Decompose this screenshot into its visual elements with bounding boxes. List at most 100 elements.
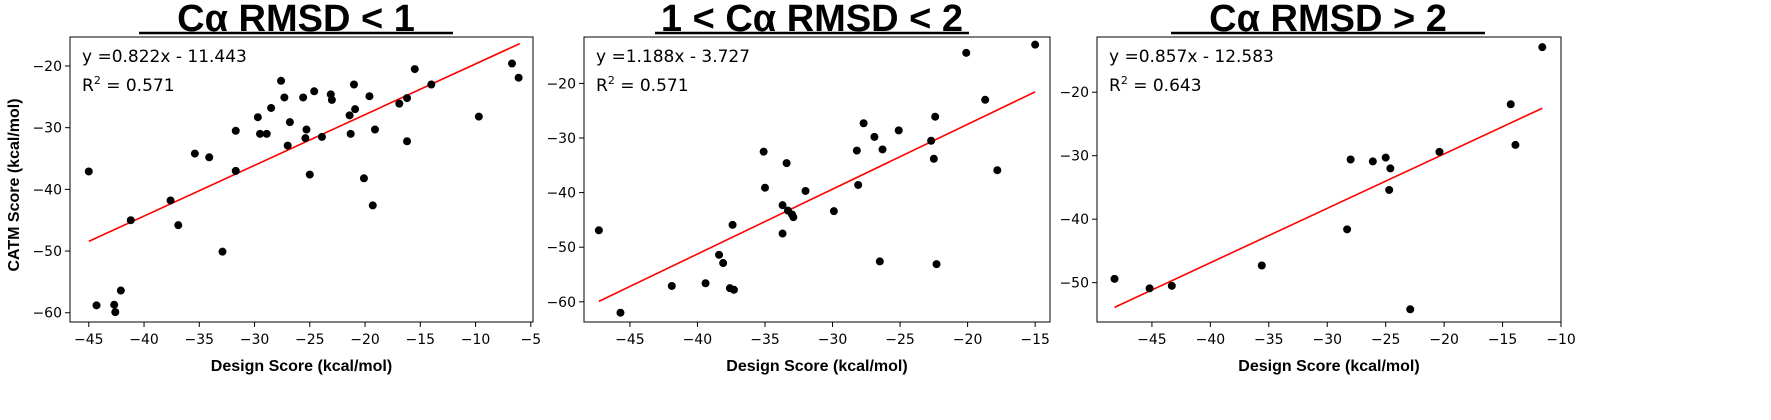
data-point [403,94,412,103]
data-point [728,220,737,229]
x-tick-label: −40 [1196,332,1226,348]
data-point [92,301,101,310]
x-tick-label: −30 [818,332,848,348]
data-point [894,126,903,135]
data-point [1257,261,1266,270]
data-point [166,196,175,205]
data-point [993,166,1002,175]
x-tick-label: −15 [406,332,436,348]
data-point [759,147,768,156]
fit-line [1114,107,1543,309]
data-point [84,167,93,176]
data-point [285,118,294,127]
regression-equation: y =0.822x - 11.443 [82,47,247,67]
r-squared-label: R [596,76,608,96]
data-point [1511,140,1520,149]
r-squared-value: = 0.643 [1128,76,1202,96]
y-tick-label: −30 [546,131,576,147]
data-point [346,129,355,138]
data-point [875,257,884,266]
y-tick-label: −50 [1059,276,1089,292]
x-tick-label: −20 [953,332,983,348]
x-tick-label: −40 [683,332,713,348]
y-tick-label: −20 [32,59,62,75]
y-tick-label: −40 [32,182,62,198]
data-point [277,76,286,85]
data-point [302,125,311,134]
data-point [859,119,868,128]
data-point [932,260,941,269]
r-squared: R2 = 0.571 [596,74,689,96]
data-point [370,125,379,134]
data-point [205,153,214,162]
data-point [111,308,120,317]
data-point [327,95,336,104]
data-point [305,170,314,179]
data-point [667,281,676,290]
data-point [368,201,377,210]
data-point [359,174,368,183]
data-point [1145,284,1154,293]
data-point [310,87,319,96]
x-tick-label: −20 [1429,332,1459,348]
plot-frame [583,36,1051,323]
y-tick-label: −50 [32,244,62,260]
data-point [729,285,738,294]
data-point [854,180,863,189]
data-point [218,247,227,256]
data-point [782,159,791,168]
data-point [231,126,240,135]
data-point [514,73,523,82]
data-point [395,99,404,108]
x-tick-label: −35 [750,332,780,348]
data-point [1031,40,1040,49]
data-point [1386,164,1395,173]
x-tick-label: −10 [1546,332,1576,348]
x-tick-label: −5 [520,332,541,348]
x-tick-label: −20 [350,332,380,348]
x-tick-label: −45 [74,332,104,348]
chart-panel-3: Cα RMSD > 2−45 −40 −35 −30 −25 −20 −15 −10−50−4… [1059,0,1575,375]
fit-line [88,42,521,243]
r-squared-label: R [82,76,94,96]
chart-panel-2: 1 < Cα RMSD < 2−45 −40 −35 −30 −25 −20 −15−60−… [546,0,1051,375]
r-squared-superscript: 2 [608,74,615,87]
data-point [365,92,374,101]
data-point [801,186,810,195]
data-point [403,137,412,146]
data-point [110,300,119,309]
data-point [262,129,271,138]
x-axis-label: Design Score (kcal/mol) [211,358,392,375]
data-point [878,145,887,154]
data-point [190,149,199,158]
x-tick-label: −25 [1371,332,1401,348]
data-point [126,216,135,225]
data-point [760,183,769,192]
data-point [410,65,419,74]
data-point [1343,225,1352,234]
data-point [280,93,289,102]
data-point [1435,147,1444,156]
x-tick-label: −40 [129,332,159,348]
data-point [283,141,292,150]
x-axis-label: Design Score (kcal/mol) [726,358,907,375]
plot-frame [1096,36,1562,323]
y-tick-label: −60 [546,295,576,311]
y-tick-label: −40 [546,186,576,202]
data-point [1167,281,1176,290]
data-point [256,129,265,138]
x-tick-label: −30 [240,332,270,348]
fit-line [598,91,1036,303]
data-point [427,80,436,89]
x-tick-label: −25 [295,332,325,348]
y-axis-label: CATM Score (kcal/mol) [6,98,23,271]
data-point [829,207,838,216]
data-point [299,93,308,102]
x-tick-label: −15 [1020,332,1050,348]
data-point [789,213,798,222]
x-tick-label: −45 [1137,332,1167,348]
r-squared-label: R [1109,76,1121,96]
data-point [931,112,940,121]
data-point [701,279,710,288]
